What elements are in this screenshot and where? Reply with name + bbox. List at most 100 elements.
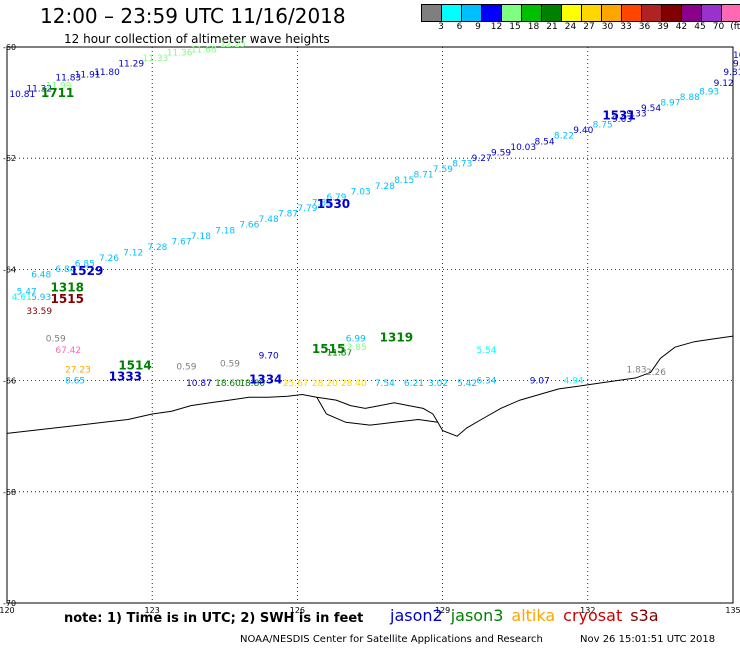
wave-height-value: 11.29 bbox=[118, 59, 144, 69]
wave-height-value: 7.18 bbox=[215, 226, 235, 236]
legend-swatch bbox=[722, 5, 740, 21]
legend-label: 33 bbox=[620, 22, 632, 32]
credit-timestamp: Nov 26 15:01:51 UTC 2018 bbox=[580, 634, 716, 645]
wave-height-value: 6.84 bbox=[55, 265, 75, 275]
wave-height-value: 7.67 bbox=[172, 237, 192, 247]
wave-height-value: 8.97 bbox=[660, 98, 680, 108]
pass-label: 1318 bbox=[51, 281, 84, 295]
x-tick-label: 129 bbox=[435, 606, 450, 615]
wave-height-value: 18.80 bbox=[239, 379, 265, 389]
legend-swatch bbox=[442, 5, 462, 21]
pass-label: 1529 bbox=[70, 264, 103, 278]
wave-height-value: 11.33 bbox=[143, 54, 169, 64]
wave-height-value: 8.22 bbox=[554, 132, 574, 142]
legend-swatch bbox=[502, 5, 522, 21]
wave-height-value: 7.79 bbox=[297, 204, 317, 214]
legend-swatch bbox=[462, 5, 482, 21]
wave-height-value: 10.87 bbox=[186, 379, 212, 389]
pass-label: 1515 bbox=[51, 292, 84, 306]
wave-height-value: 9.33 bbox=[627, 110, 647, 120]
wave-height-value: 1.83 bbox=[627, 365, 647, 375]
wave-height-value: 9.54 bbox=[641, 104, 661, 114]
wave-height-value: 7.87 bbox=[278, 210, 298, 220]
wave-height-value: 4.61 bbox=[12, 293, 32, 303]
legend-label: 9 bbox=[475, 22, 481, 32]
wave-height-value: 10.03 bbox=[510, 143, 536, 153]
wave-height-value: 67.42 bbox=[55, 346, 81, 356]
legend-swatch bbox=[682, 5, 702, 21]
wave-height-value: 8.54 bbox=[535, 137, 555, 147]
legend-label: 45 bbox=[694, 22, 706, 32]
satellite-jason2: jason2 bbox=[390, 606, 443, 625]
legend-swatch bbox=[562, 5, 582, 21]
footer-note: note: 1) Time is in UTC; 2) SWH is in fe… bbox=[64, 611, 364, 626]
pass-label: 1515 bbox=[312, 342, 345, 356]
wave-height-value: 11.83 bbox=[55, 73, 81, 83]
wave-height-value: 25.67 bbox=[283, 379, 309, 389]
wave-height-value: 11.32 bbox=[26, 84, 52, 94]
wave-height-value: 6.21 bbox=[404, 379, 424, 389]
wave-height-value: 0.59 bbox=[220, 360, 240, 370]
legend-label: 18 bbox=[527, 22, 540, 32]
wave-height-value: 7.28 bbox=[147, 243, 167, 253]
wave-height-value: 3.02 bbox=[428, 379, 448, 389]
wave-height-value: 8.75 bbox=[593, 121, 613, 131]
legend-swatch bbox=[542, 5, 562, 21]
wave-height-value: 0.59 bbox=[176, 362, 196, 372]
legend-label: 27 bbox=[583, 22, 595, 32]
legend-swatch bbox=[662, 5, 682, 21]
x-tick-label: 132 bbox=[580, 606, 595, 615]
wave-height-value: 18.60 bbox=[215, 379, 241, 389]
wave-height-value: 6.48 bbox=[31, 271, 51, 281]
legend-label: 15 bbox=[509, 22, 521, 32]
pass-label: 1530 bbox=[317, 197, 350, 211]
wave-height-value: 5.47 bbox=[17, 287, 37, 297]
satellite-cryosat: cryosat bbox=[563, 606, 623, 625]
wave-height-value: 5.93 bbox=[31, 293, 51, 303]
y-tick-label: -62 bbox=[3, 154, 16, 163]
pass-label: 1531 bbox=[602, 108, 635, 122]
wave-height-value: 7.54 bbox=[375, 379, 395, 389]
legend-label: 24 bbox=[564, 22, 577, 32]
wave-height-value: 8.65 bbox=[65, 376, 85, 386]
wave-height-value: 9.40 bbox=[573, 126, 593, 136]
pass-label: 1319 bbox=[380, 331, 413, 345]
wave-height-value: 9.07 bbox=[530, 376, 550, 386]
pass-label: 1334 bbox=[249, 372, 282, 386]
legend-swatch bbox=[422, 5, 442, 21]
x-tick-label: 135 bbox=[725, 606, 740, 615]
legend-swatch bbox=[522, 5, 542, 21]
satellite-altika: altika bbox=[511, 606, 556, 625]
wave-height-value: 27.23 bbox=[65, 365, 91, 375]
legend-label: 6 bbox=[456, 22, 463, 32]
satellite-jason3: jason3 bbox=[450, 606, 504, 625]
wave-height-value: 28.20 bbox=[312, 379, 338, 389]
wave-height-value: 7.03 bbox=[351, 187, 371, 197]
wave-height-value: 8.15 bbox=[394, 176, 414, 186]
wave-height-value: 7.59 bbox=[433, 165, 453, 175]
wave-height-value: 33.59 bbox=[26, 307, 52, 317]
wave-height-value: 9.70 bbox=[259, 351, 279, 361]
y-tick-label: -64 bbox=[3, 265, 16, 274]
wave-height-value: 7.12 bbox=[123, 249, 143, 259]
wave-height-value: 28.40 bbox=[341, 379, 367, 389]
wave-height-value: 6.34 bbox=[476, 376, 496, 386]
wave-height-value: 10.0 bbox=[733, 51, 740, 61]
map-frame bbox=[6, 46, 734, 604]
wave-height-value: 8.93 bbox=[699, 87, 719, 97]
wave-height-value: 8.71 bbox=[414, 171, 434, 181]
wave-height-value: 6.85 bbox=[75, 260, 95, 270]
wave-height-value: 11.36 bbox=[167, 48, 193, 58]
color-legend bbox=[421, 4, 740, 22]
wave-height-value: 8.73 bbox=[452, 160, 472, 170]
wave-height-value: 6.79 bbox=[326, 193, 346, 203]
wave-height-value: 4.94 bbox=[564, 376, 584, 386]
wave-height-value: 8.88 bbox=[680, 93, 700, 103]
x-tick-label: 126 bbox=[290, 606, 305, 615]
wave-height-value: 12.85 bbox=[341, 343, 367, 353]
legend-label: 3 bbox=[438, 22, 444, 32]
coastline bbox=[6, 335, 734, 437]
satellite-s3a: s3a bbox=[630, 606, 659, 625]
